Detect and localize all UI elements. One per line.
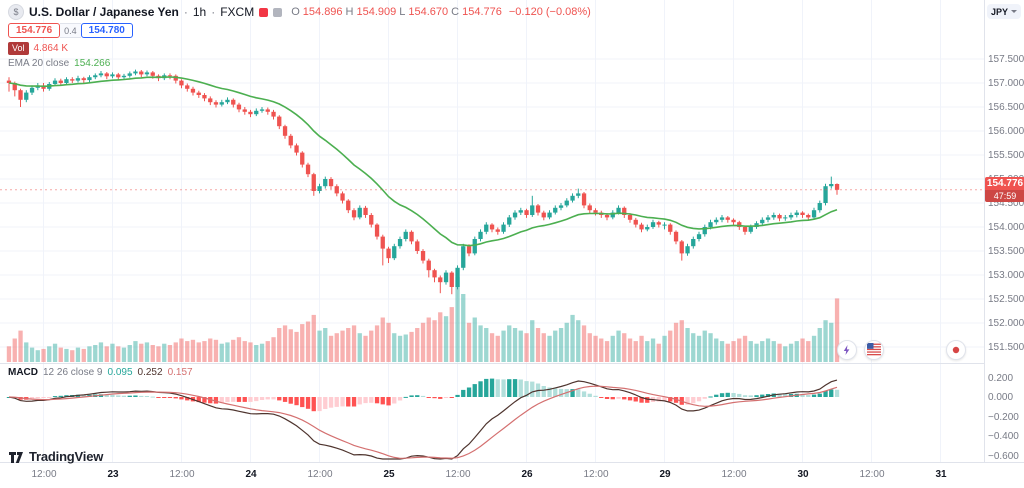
sell-button[interactable]: 154.776 xyxy=(8,23,61,38)
close-label: C xyxy=(451,6,460,18)
symbol-row: $ U.S. Dollar / Japanese Yen · 1h · FXCM… xyxy=(8,4,591,20)
ema-legend-label[interactable]: EMA 20 close xyxy=(8,58,70,69)
time-axis-label: 29 xyxy=(659,469,671,480)
time-axis-label: 12:00 xyxy=(169,469,195,480)
ema-line xyxy=(8,76,838,247)
macd-legend: MACD 12 26 close 9 0.095 0.252 0.157 xyxy=(8,367,193,378)
time-axis-label: 25 xyxy=(383,469,395,480)
volume-series xyxy=(6,277,840,362)
axis-label: 154.500 xyxy=(988,198,1024,209)
lightning-event-icon[interactable] xyxy=(837,340,857,360)
separator: · xyxy=(183,5,188,19)
macd-legend-params: 12 26 close 9 xyxy=(43,367,103,378)
candlestick-series xyxy=(6,69,840,295)
axis-label: 156.500 xyxy=(988,102,1024,113)
axis-label: 155.500 xyxy=(988,150,1024,161)
spread-value: 0.4 xyxy=(60,23,81,38)
high-label: H xyxy=(345,6,354,18)
high-value: 154.909 xyxy=(356,6,397,18)
symbol-logo-icon: $ xyxy=(8,4,24,20)
buy-price: 154.780 xyxy=(88,25,125,36)
macd-signal-value: 0.157 xyxy=(167,367,193,378)
volume-legend: Vol 4.864 K xyxy=(8,42,591,55)
tradingview-logo-icon xyxy=(9,452,23,463)
bar-countdown: 47:59 xyxy=(985,190,1024,202)
time-axis-label: 26 xyxy=(521,469,533,480)
axis-label: 152.000 xyxy=(988,318,1024,329)
axis-label: 153.000 xyxy=(988,270,1024,281)
exchange-name[interactable]: FXCM xyxy=(220,5,255,19)
ema-legend: EMA 20 close 154.266 xyxy=(8,57,591,70)
ohlc-values: O 154.896 H 154.909 L 154.670 C 154.776 xyxy=(291,6,502,18)
us-flag-event-icon[interactable] xyxy=(864,340,884,360)
pane-divider[interactable] xyxy=(0,363,984,364)
axis-label: 153.500 xyxy=(988,246,1024,257)
currency-label: JPY xyxy=(990,6,1008,17)
macd-line xyxy=(8,379,838,460)
time-axis-label: 12:00 xyxy=(583,469,609,480)
axis-label: 0.000 xyxy=(988,392,1014,403)
axis-label: 156.000 xyxy=(988,126,1024,137)
macd-legend-title[interactable]: MACD xyxy=(8,367,38,378)
tradingview-wordmark: TradingView xyxy=(29,448,104,464)
last-price-value: 154.776 xyxy=(986,178,1024,189)
time-axis-label: 12:00 xyxy=(307,469,333,480)
market-status-icon[interactable] xyxy=(259,7,269,17)
time-axis-label: 12:00 xyxy=(445,469,471,480)
chart-canvas[interactable] xyxy=(0,0,984,462)
chart-legend: $ U.S. Dollar / Japanese Yen · 1h · FXCM… xyxy=(8,4,591,70)
axis-label: 152.500 xyxy=(988,294,1024,305)
time-axis-label: 30 xyxy=(797,469,809,480)
separator: · xyxy=(211,5,216,19)
currency-button[interactable]: JPY xyxy=(987,4,1021,19)
axis-label: −0.600 xyxy=(988,450,1019,462)
time-axis-label: 12:00 xyxy=(721,469,747,480)
chevron-down-icon xyxy=(1011,10,1017,13)
interval-button[interactable]: 1h xyxy=(192,5,207,19)
macd-histogram xyxy=(6,378,840,412)
time-axis-label: 24 xyxy=(245,469,257,480)
change-value: −0.120 (−0.08%) xyxy=(508,6,591,18)
time-axis[interactable]: 12:00 23 12:00 24 12:00 25 12:00 26 12:00 29 12:00… xyxy=(0,462,1024,488)
buy-sell-widget: 154.776 0.4 154.780 xyxy=(8,23,591,38)
japan-flag-event-icon[interactable] xyxy=(946,340,966,360)
open-label: O xyxy=(291,6,300,18)
buy-button[interactable]: 154.780 xyxy=(80,23,133,38)
volume-legend-value: 4.864 K xyxy=(33,43,68,54)
symbol-name[interactable]: U.S. Dollar / Japanese Yen xyxy=(29,5,179,19)
ema-legend-value: 154.266 xyxy=(74,58,111,69)
axis-label: 157.500 xyxy=(988,54,1024,65)
low-value: 154.670 xyxy=(408,6,449,18)
chart-source-icon[interactable] xyxy=(273,7,283,17)
close-value: 154.776 xyxy=(462,6,502,18)
price-axis[interactable]: JPY 157.500 157.000 156.500 156.000 155.500 1… xyxy=(984,0,1024,462)
axis-label: 151.500 xyxy=(988,342,1024,353)
volume-legend-label[interactable]: Vol xyxy=(8,42,29,55)
axis-label: 154.000 xyxy=(988,222,1024,233)
axis-label: 157.000 xyxy=(988,78,1024,89)
tradingview-logo[interactable]: TradingView xyxy=(8,448,103,464)
axis-label: −0.400 xyxy=(988,431,1019,442)
macd-signal-line xyxy=(8,385,838,459)
macd-line-value: 0.252 xyxy=(137,367,163,378)
time-axis-label: 31 xyxy=(935,469,947,480)
sell-price: 154.776 xyxy=(16,25,53,36)
axis-label: 0.200 xyxy=(988,372,1014,384)
last-price-badge: 154.776 47:59 xyxy=(985,177,1024,202)
open-value: 154.896 xyxy=(302,6,343,18)
grid xyxy=(0,0,984,462)
time-axis-label: 23 xyxy=(107,469,119,480)
macd-hist-value: 0.095 xyxy=(107,367,133,378)
low-label: L xyxy=(399,6,406,18)
time-axis-label: 12:00 xyxy=(31,469,57,480)
time-axis-label: 12:00 xyxy=(859,469,885,480)
axis-label: −0.200 xyxy=(988,411,1019,423)
